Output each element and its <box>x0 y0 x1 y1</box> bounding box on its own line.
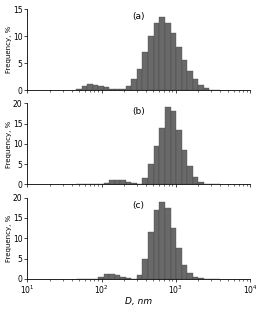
Bar <box>82 86 87 90</box>
Bar <box>154 146 159 184</box>
Bar <box>171 33 176 90</box>
Bar <box>109 89 115 90</box>
Bar <box>120 89 126 90</box>
Bar <box>131 183 137 184</box>
Bar <box>176 130 182 184</box>
Bar <box>87 84 93 90</box>
Bar <box>159 17 165 90</box>
Bar <box>176 248 182 279</box>
Bar <box>98 86 104 90</box>
Bar <box>126 86 131 90</box>
Bar <box>104 183 109 184</box>
Bar <box>143 178 148 184</box>
Bar <box>187 71 193 90</box>
Bar <box>131 79 137 90</box>
Bar <box>109 274 115 279</box>
Bar <box>182 150 187 184</box>
Bar <box>154 22 159 90</box>
Bar <box>159 202 165 279</box>
Bar <box>165 208 171 279</box>
Text: (a): (a) <box>133 12 145 21</box>
Bar <box>143 52 148 90</box>
Y-axis label: Frequency, %: Frequency, % <box>6 26 12 73</box>
Bar <box>98 277 104 279</box>
Bar <box>198 85 204 90</box>
Bar <box>182 265 187 279</box>
Bar <box>115 89 120 90</box>
Bar <box>109 180 115 184</box>
Bar <box>126 182 131 184</box>
X-axis label: D, nm: D, nm <box>125 297 152 306</box>
Y-axis label: Frequency, %: Frequency, % <box>6 215 12 262</box>
Text: (b): (b) <box>132 107 145 116</box>
Bar <box>165 22 171 90</box>
Bar <box>187 166 193 184</box>
Bar <box>104 87 109 90</box>
Bar <box>193 177 198 184</box>
Bar <box>171 228 176 279</box>
Bar <box>193 277 198 279</box>
Bar <box>137 275 143 279</box>
Bar <box>154 210 159 279</box>
Bar <box>120 180 126 184</box>
Bar <box>165 107 171 184</box>
Bar <box>176 47 182 90</box>
Bar <box>171 111 176 184</box>
Bar <box>126 278 131 279</box>
Bar <box>148 36 154 90</box>
Bar <box>159 128 165 184</box>
Bar <box>137 69 143 90</box>
Bar <box>204 88 209 90</box>
Bar <box>198 278 204 279</box>
Bar <box>193 79 198 90</box>
Bar <box>120 277 126 279</box>
Bar <box>76 89 82 90</box>
Bar <box>115 180 120 184</box>
Bar <box>198 182 204 184</box>
Bar <box>148 232 154 279</box>
Bar <box>143 259 148 279</box>
Bar <box>93 85 98 90</box>
Text: (c): (c) <box>133 201 145 210</box>
Bar <box>104 274 109 279</box>
Bar <box>115 275 120 279</box>
Y-axis label: Frequency, %: Frequency, % <box>6 120 12 168</box>
Bar <box>148 164 154 184</box>
Bar <box>187 273 193 279</box>
Bar <box>182 61 187 90</box>
